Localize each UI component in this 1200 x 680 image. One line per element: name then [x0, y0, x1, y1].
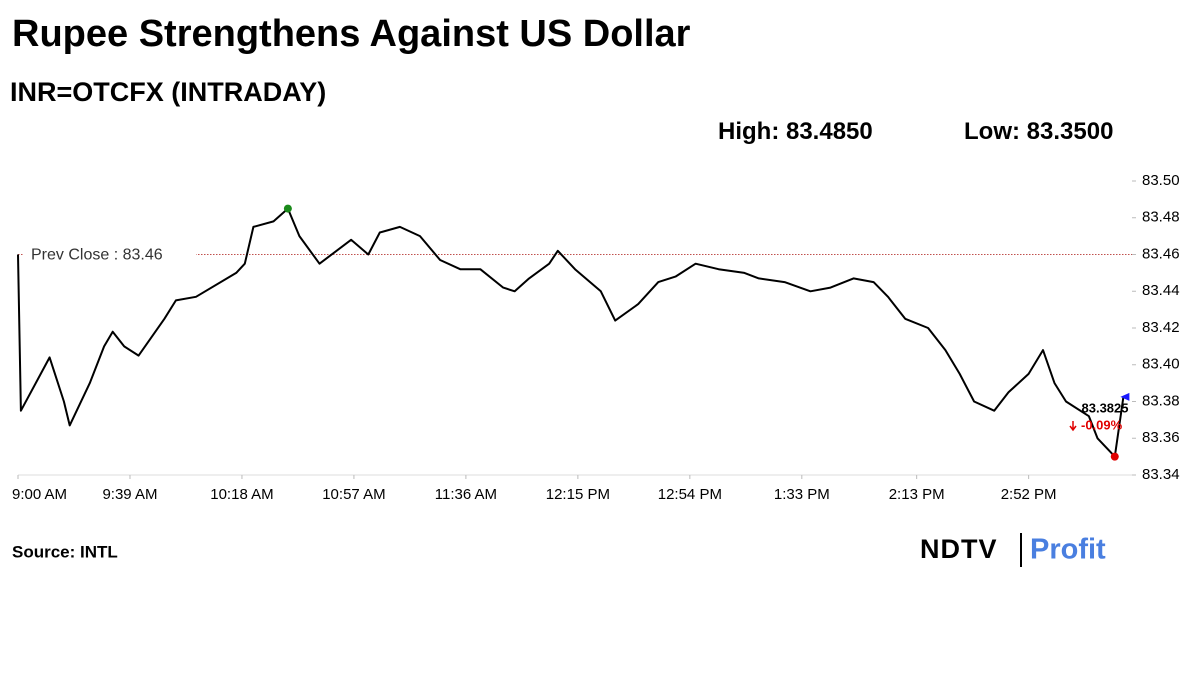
last-value: 83.3825: [1082, 400, 1129, 415]
prev-close-value: 83.46: [123, 247, 163, 264]
y-tick-label: 83.42: [1142, 319, 1180, 336]
y-tick-label: 83.44: [1142, 282, 1180, 299]
low-value: 83.3500: [1027, 118, 1114, 145]
low-label: Low:: [964, 118, 1020, 145]
x-tick-label: 2:52 PM: [1001, 486, 1057, 503]
logo-profit: Profit: [1030, 534, 1106, 566]
chart-title: Rupee Strengthens Against US Dollar: [12, 13, 691, 55]
logo-ndtv: NDTV: [920, 534, 998, 564]
x-tick-label: 9:00 AM: [12, 486, 67, 503]
source: Source: INTL: [12, 542, 118, 561]
last-marker: [1120, 392, 1130, 401]
prev-close-text: Prev Close : 83.46: [31, 247, 163, 264]
x-tick-label: 12:54 PM: [658, 486, 722, 503]
y-tick-label: 83.40: [1142, 356, 1180, 373]
high-text: High: 83.4850: [718, 118, 873, 145]
prev-close-bg: [24, 243, 196, 266]
last-change: -0.09%: [1081, 417, 1123, 432]
x-tick-label: 11:36 AM: [435, 486, 497, 503]
x-tick-label: 10:57 AM: [322, 486, 385, 503]
x-tick-label: 12:15 PM: [546, 486, 610, 503]
x-tick-label: 2:13 PM: [889, 486, 945, 503]
y-tick-label: 83.48: [1142, 209, 1180, 226]
y-tick-label: 83.38: [1142, 392, 1180, 409]
low-dot: [1110, 452, 1119, 461]
high-value: 83.4850: [786, 118, 873, 145]
y-tick-label: 83.36: [1142, 429, 1180, 446]
x-tick-label: 10:18 AM: [210, 486, 273, 503]
y-tick-label: 83.34: [1142, 466, 1180, 483]
chart-subtitle: INR=OTCFX (INTRADAY): [10, 77, 326, 107]
price-line: [17, 207, 1125, 458]
high-dot: [283, 204, 292, 213]
low-text: Low: 83.3500: [964, 118, 1113, 145]
prev-close-label: Prev Close :: [31, 247, 118, 264]
y-tick-label: 83.50: [1142, 172, 1180, 189]
high-label: High:: [718, 118, 779, 145]
x-tick-label: 1:33 PM: [774, 486, 830, 503]
change-arrow: [1069, 421, 1077, 432]
x-tick-label: 9:39 AM: [102, 486, 157, 503]
y-tick-label: 83.46: [1142, 245, 1180, 262]
